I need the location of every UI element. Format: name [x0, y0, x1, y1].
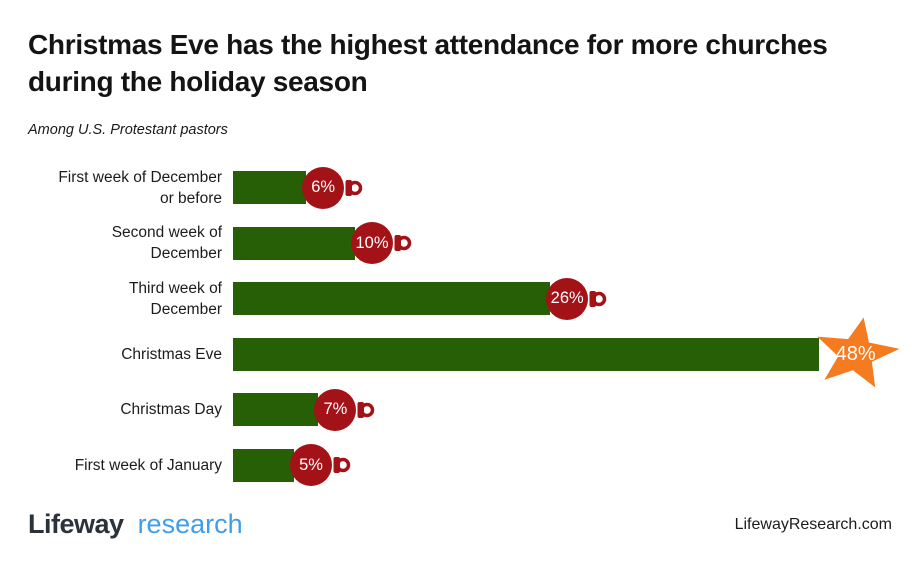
footer: Lifeway research LifewayResearch.com [28, 509, 892, 540]
bar-area: 10% [233, 222, 892, 265]
category-label: Third week of December [128, 279, 222, 318]
chart-subtitle: Among U.S. Protestant pastors [28, 122, 228, 138]
value-marker-ornament: 10% [351, 221, 413, 265]
bar-area: 6% [233, 166, 892, 209]
bar-chart: First week of December or before 6% Secon… [28, 160, 900, 494]
bar [233, 448, 294, 482]
lifeway-research-logo: Lifeway research [28, 509, 243, 540]
ornament-icon [351, 222, 412, 265]
category-label: Christmas Day [120, 401, 222, 419]
value-label: 5% [299, 455, 323, 474]
chart-row: Christmas Day 7% [28, 382, 892, 438]
chart-title-line-1: Christmas Eve has the highest attendance… [28, 29, 828, 60]
value-label: 6% [311, 178, 336, 197]
ornament-icon [314, 388, 375, 431]
ornament-icon [546, 277, 607, 320]
ornament-icon [302, 166, 363, 209]
bar [233, 393, 319, 427]
category-label: Second week of December [111, 224, 222, 263]
infographic: Christmas Eve has the highest attendance… [28, 26, 900, 540]
value-marker-ornament: 6% [302, 166, 364, 210]
ornament-icon [290, 444, 351, 487]
chart-row: First week of December or before 6% [28, 160, 892, 216]
chart-row: Christmas Eve 48% [28, 317, 900, 388]
value-marker-ornament: 7% [314, 388, 376, 432]
website-url: LifewayResearch.com [734, 515, 892, 533]
bar-area: 5% [233, 444, 892, 487]
chart-title: Christmas Eve has the highest attendance… [28, 26, 892, 100]
value-label: 7% [323, 400, 348, 419]
chart-title-line-2: during the holiday season [28, 66, 368, 97]
bar [233, 337, 819, 371]
logo-text-lifeway: Lifeway [28, 509, 124, 539]
value-label: 26% [550, 289, 584, 308]
chart-row: First week of January 5% [28, 438, 892, 494]
bar [233, 226, 355, 260]
value-marker-ornament: 5% [290, 443, 352, 487]
value-label: 10% [355, 233, 389, 252]
value-marker-ornament: 26% [546, 277, 608, 321]
bar-area: 26% [233, 277, 892, 320]
category-label: First week of January [74, 456, 222, 474]
bar [233, 282, 551, 316]
logo-text-research: research [137, 509, 243, 539]
chart-row: Third week of December 26% [28, 271, 892, 327]
bar [233, 171, 307, 205]
bar-area: 7% [233, 388, 892, 431]
bar-area: 48% [233, 317, 900, 388]
category-label: Christmas Eve [121, 345, 222, 363]
chart-row: Second week of December 10% [28, 216, 892, 272]
category-label: First week of December or before [58, 168, 222, 207]
